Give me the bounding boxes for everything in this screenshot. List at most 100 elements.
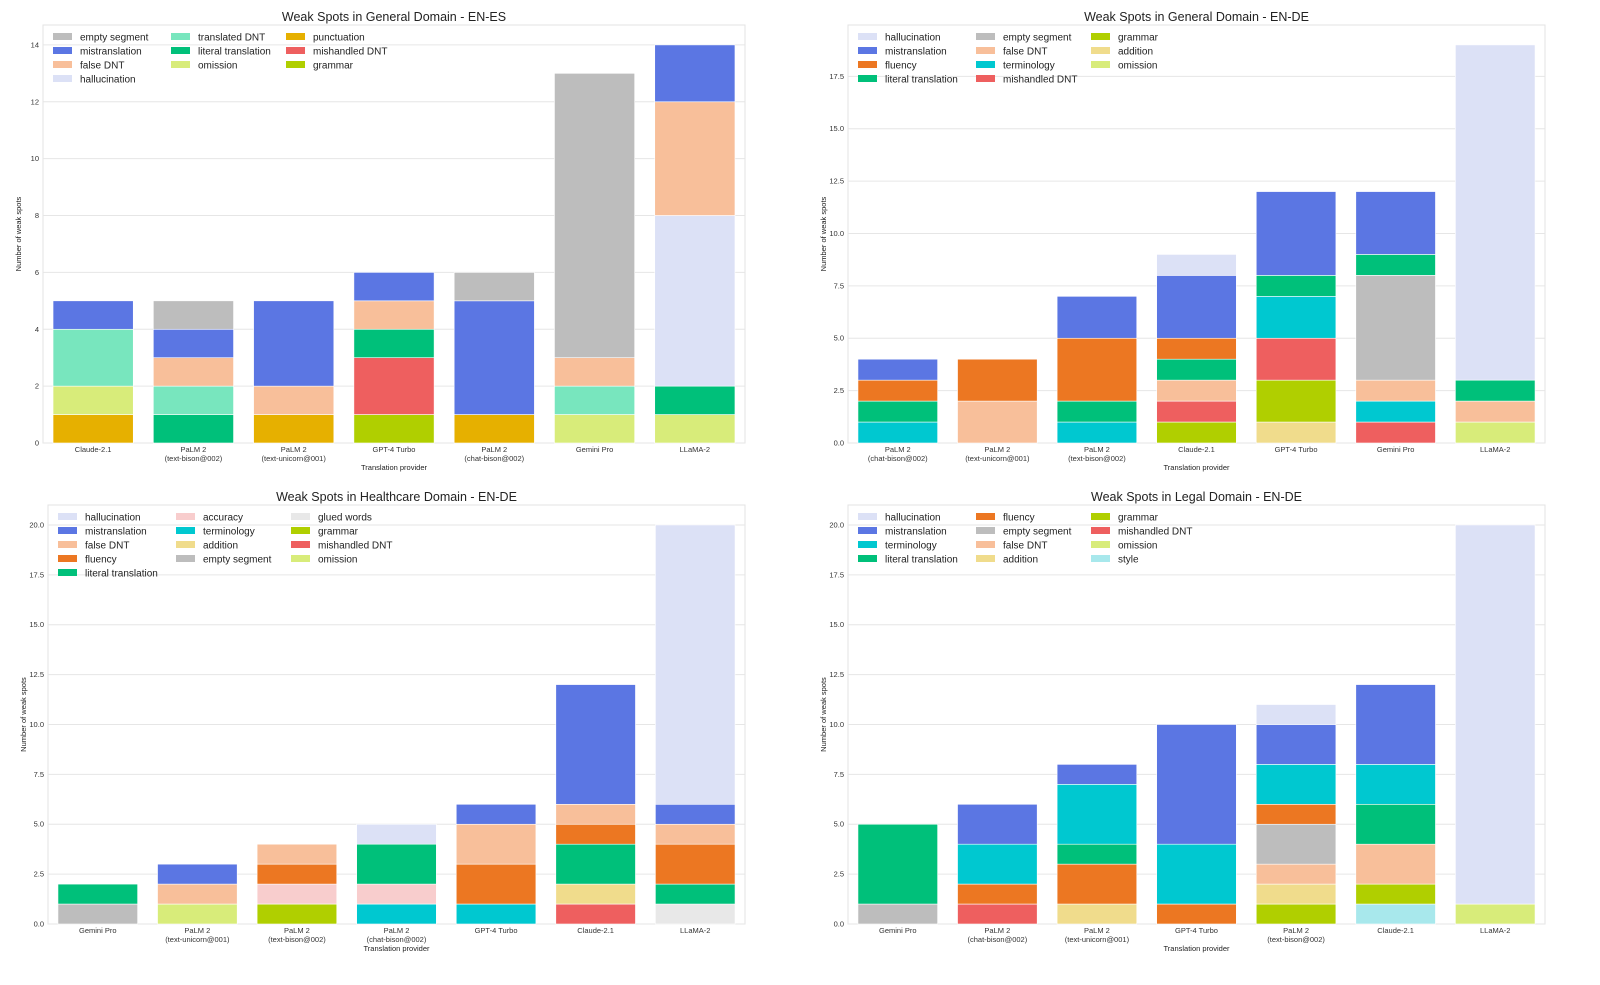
legend-item: mishandled DNT (286, 47, 387, 58)
bar-segment-mistranslation (153, 328, 234, 358)
bar-stack (857, 823, 938, 925)
bar-stack (554, 73, 635, 444)
legend-item: mishandled DNT (1091, 527, 1192, 538)
bar-segment-mistranslation (1255, 191, 1337, 276)
legend-item: hallucination (858, 513, 941, 524)
bar-stack (1056, 764, 1138, 925)
legend-label: addition (1118, 47, 1153, 58)
y-tick-label: 0 (35, 439, 39, 448)
legend-swatch (58, 569, 77, 576)
legend-swatch (53, 61, 72, 68)
legend: hallucination mistranslation terminology li… (858, 513, 1192, 566)
legend-label: hallucination (885, 513, 941, 524)
legend-item: literal translation (858, 75, 958, 86)
y-tick-label: 17.5 (829, 72, 844, 81)
legend-swatch (171, 47, 190, 54)
legend-swatch (1091, 61, 1110, 68)
bar-segment-omission (1455, 421, 1536, 444)
bar-segment-grammar (353, 414, 435, 444)
y-tick-label: 2.5 (834, 870, 844, 879)
bar-segment-fluency (256, 863, 338, 885)
bar-segment-false-dnt (1156, 379, 1237, 402)
bar-segment-fluency (957, 883, 1038, 905)
chart-title: Weak Spots in General Domain - EN-ES (282, 10, 506, 24)
x-tick-label: PaLM 2 (984, 445, 1010, 454)
bar-segment-empty-segment (453, 272, 535, 302)
x-tick-label: (chat-bison@002) (967, 935, 1027, 944)
x-tick-label: LLaMA-2 (1480, 926, 1510, 935)
bar-segment-translated-dnt (52, 328, 134, 387)
bar-segment-hallucination (654, 215, 736, 387)
legend-label: fluency (1003, 513, 1035, 524)
bar-segment-mistranslation (555, 684, 636, 805)
bar-segment-addition (1056, 903, 1138, 925)
x-tick-label: GPT-4 Turbo (1175, 926, 1218, 935)
bar-stack (957, 358, 1038, 444)
legend-swatch (1091, 555, 1110, 562)
legend-label: omission (198, 61, 237, 72)
x-tick-label: (chat-bison@002) (868, 454, 928, 463)
legend-swatch (286, 47, 305, 54)
legend-swatch (858, 513, 877, 520)
legend-label: mistranslation (85, 527, 147, 538)
x-axis-label: Translation provider (361, 463, 428, 472)
bar-segment-fluency (655, 843, 736, 885)
bar-segment-mistranslation (1255, 724, 1337, 765)
bar-segment-mistranslation (1156, 275, 1237, 339)
bar-segment-literal-translation (655, 883, 736, 905)
legend-label: mistranslation (80, 47, 142, 58)
legend-label: glued words (318, 513, 372, 524)
legend-label: terminology (885, 541, 937, 552)
legend-label: mishandled DNT (313, 47, 387, 58)
legend-swatch (976, 47, 995, 54)
y-tick-label: 15.0 (829, 124, 844, 133)
y-tick-label: 12.5 (29, 670, 44, 679)
bar-segment-terminology (857, 421, 938, 444)
legend: hallucination mistranslation false DNT flue… (58, 513, 392, 580)
legend-item: omission (171, 61, 237, 72)
y-tick-label: 6 (35, 268, 39, 277)
bar-segment-hallucination (1255, 704, 1337, 725)
legend-label: literal translation (198, 47, 271, 58)
bar-segment-mistranslation (1355, 191, 1436, 255)
bar-segment-glued-words (655, 903, 736, 925)
legend-label: false DNT (1003, 541, 1047, 552)
legend-label: empty segment (1003, 33, 1072, 44)
bar-segment-false-dnt (554, 357, 635, 387)
legend-swatch (1091, 513, 1110, 520)
bar-segment-literal-translation (857, 400, 938, 423)
bar-segment-omission (1455, 903, 1536, 925)
legend-label: accuracy (203, 513, 243, 524)
bar-segment-empty-segment (554, 73, 635, 358)
bar-segment-punctuation (253, 414, 335, 444)
bar-segment-false-dnt (153, 357, 234, 387)
chart-panel-3: Weak Spots in Healthcare Domain - EN-DE 0… (19, 490, 746, 953)
bar-stack (256, 843, 338, 925)
legend-swatch (1091, 541, 1110, 548)
bar-segment-fluency (1056, 863, 1138, 905)
bar-segment-terminology (1255, 296, 1337, 339)
legend-swatch (858, 33, 877, 40)
bar-stack (857, 358, 938, 444)
legend-swatch (176, 555, 195, 562)
bar-segment-mishandled-dnt (957, 903, 1038, 925)
legend-label: translated DNT (198, 33, 265, 44)
legend-swatch (171, 33, 190, 40)
chart-panel-1: Weak Spots in General Domain - EN-ES 0 2 4 6… (14, 10, 746, 472)
legend-item: hallucination (53, 75, 136, 86)
legend-swatch (976, 527, 995, 534)
bar-stack (153, 300, 234, 444)
legend-label: false DNT (80, 61, 124, 72)
bar-segment-false-dnt (455, 823, 537, 865)
bar-segment-terminology (1355, 400, 1436, 423)
bar-segment-empty-segment (153, 300, 234, 330)
legend-swatch (858, 527, 877, 534)
bar-segment-terminology (1056, 421, 1138, 444)
bar-segment-addition (1255, 421, 1337, 444)
bar-stack (957, 803, 1038, 925)
y-tick-label: 5.0 (34, 820, 44, 829)
legend-item: empty segment (976, 527, 1072, 538)
legend-swatch (176, 527, 195, 534)
bar-segment-terminology (455, 903, 537, 925)
